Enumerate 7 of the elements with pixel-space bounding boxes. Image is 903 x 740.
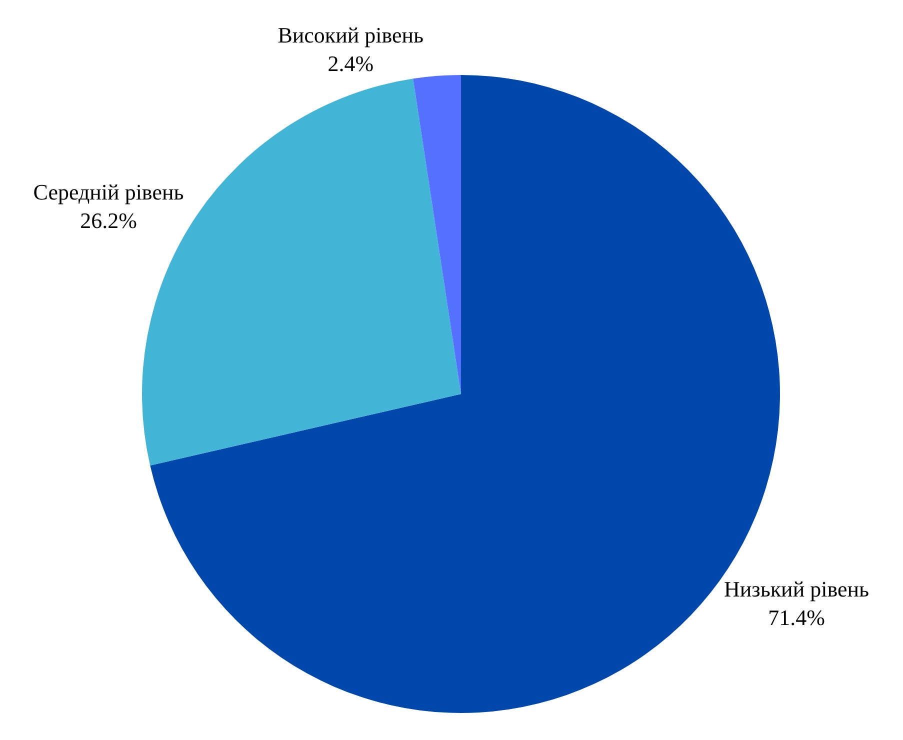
slice-label: Високий рівень: [278, 22, 424, 48]
data-label: 71.4%: [768, 604, 825, 630]
data-label: 26.2%: [80, 208, 137, 234]
data-label: 2.4%: [328, 51, 374, 76]
slice-label: Середній рівень: [33, 179, 184, 204]
pie-slice: [413, 75, 461, 394]
slice-label: Низький рівень: [724, 576, 870, 602]
